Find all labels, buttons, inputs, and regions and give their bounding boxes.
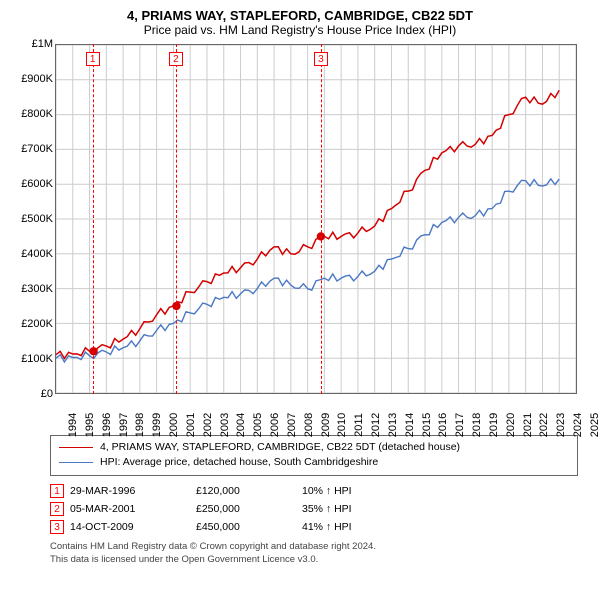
- x-axis-label: 1994: [67, 413, 79, 437]
- event-row: 3 14-OCT-2009 £450,000 41% ↑ HPI: [50, 520, 578, 534]
- x-axis-label: 1998: [135, 413, 147, 437]
- x-axis-label: 2013: [387, 413, 399, 437]
- y-axis-label: £0: [5, 388, 53, 400]
- y-axis-label: £800K: [5, 108, 53, 120]
- x-axis-label: 2023: [556, 413, 568, 437]
- x-axis-label: 2025: [589, 413, 600, 437]
- legend-label: 4, PRIAMS WAY, STAPLEFORD, CAMBRIDGE, CB…: [100, 440, 460, 455]
- x-axis-label: 2012: [370, 413, 382, 437]
- event-price: £450,000: [196, 521, 296, 533]
- event-number: 1: [50, 484, 64, 498]
- x-axis-label: 2009: [320, 413, 332, 437]
- y-axis-label: £100K: [5, 353, 53, 365]
- x-axis-label: 2022: [539, 413, 551, 437]
- title-address: 4, PRIAMS WAY, STAPLEFORD, CAMBRIDGE, CB…: [10, 8, 590, 23]
- event-number: 2: [50, 502, 64, 516]
- x-axis-label: 2008: [303, 413, 315, 437]
- legend-swatch: [59, 462, 93, 463]
- event-price: £120,000: [196, 485, 296, 497]
- legend-swatch: [59, 447, 93, 448]
- x-axis-label: 2020: [505, 413, 517, 437]
- x-axis-label: 2006: [269, 413, 281, 437]
- attribution: Contains HM Land Registry data © Crown c…: [50, 540, 578, 566]
- event-date: 14-OCT-2009: [70, 521, 190, 533]
- event-marker-line: [176, 44, 177, 394]
- event-delta: 35% ↑ HPI: [302, 503, 352, 515]
- y-axis-label: £300K: [5, 283, 53, 295]
- x-axis-label: 2014: [404, 413, 416, 437]
- event-delta: 41% ↑ HPI: [302, 521, 352, 533]
- x-axis-label: 2005: [252, 413, 264, 437]
- footer-line1: Contains HM Land Registry data © Crown c…: [50, 540, 578, 553]
- x-axis-label: 2003: [219, 413, 231, 437]
- event-marker-number: 1: [86, 52, 100, 66]
- plot-svg: [56, 45, 576, 393]
- event-marker-number: 3: [314, 52, 328, 66]
- x-axis-label: 2016: [438, 413, 450, 437]
- event-marker-line: [321, 44, 322, 394]
- y-axis-label: £900K: [5, 73, 53, 85]
- x-axis-label: 2002: [202, 413, 214, 437]
- x-axis-label: 2011: [353, 413, 365, 437]
- event-date: 29-MAR-1996: [70, 485, 190, 497]
- x-axis-label: 2007: [286, 413, 298, 437]
- x-axis-label: 2017: [455, 413, 467, 437]
- x-axis-label: 1996: [101, 413, 113, 437]
- event-delta: 10% ↑ HPI: [302, 485, 352, 497]
- event-row: 2 05-MAR-2001 £250,000 35% ↑ HPI: [50, 502, 578, 516]
- footer-line2: This data is licensed under the Open Gov…: [50, 553, 578, 566]
- y-axis-label: £500K: [5, 213, 53, 225]
- event-price: £250,000: [196, 503, 296, 515]
- chart-title: 4, PRIAMS WAY, STAPLEFORD, CAMBRIDGE, CB…: [0, 0, 600, 39]
- x-axis-label: 2004: [236, 413, 248, 437]
- x-axis-label: 2024: [572, 413, 584, 437]
- x-axis-label: 2019: [488, 413, 500, 437]
- legend: 4, PRIAMS WAY, STAPLEFORD, CAMBRIDGE, CB…: [50, 435, 578, 476]
- legend-item: 4, PRIAMS WAY, STAPLEFORD, CAMBRIDGE, CB…: [59, 440, 569, 455]
- x-axis-label: 1997: [118, 413, 130, 437]
- y-axis-label: £1M: [5, 38, 53, 50]
- y-axis-label: £700K: [5, 143, 53, 155]
- legend-label: HPI: Average price, detached house, Sout…: [100, 455, 378, 470]
- event-row: 1 29-MAR-1996 £120,000 10% ↑ HPI: [50, 484, 578, 498]
- chart: £0 £100K £200K £300K £400K £500K £600K £700K £80…: [5, 39, 582, 429]
- y-axis-label: £400K: [5, 248, 53, 260]
- x-axis-label: 1995: [84, 413, 96, 437]
- x-axis-label: 2010: [337, 413, 349, 437]
- event-number: 3: [50, 520, 64, 534]
- x-axis-label: 2001: [185, 413, 197, 437]
- y-axis-label: £200K: [5, 318, 53, 330]
- legend-item: HPI: Average price, detached house, Sout…: [59, 455, 569, 470]
- x-axis-label: 2015: [421, 413, 433, 437]
- event-marker-number: 2: [169, 52, 183, 66]
- x-axis-label: 1999: [151, 413, 163, 437]
- x-axis-label: 2000: [168, 413, 180, 437]
- title-subtitle: Price paid vs. HM Land Registry's House …: [10, 23, 590, 37]
- event-marker-line: [93, 44, 94, 394]
- event-date: 05-MAR-2001: [70, 503, 190, 515]
- event-table: 1 29-MAR-1996 £120,000 10% ↑ HPI 2 05-MAR-200…: [50, 484, 578, 534]
- x-axis-label: 2021: [522, 413, 534, 437]
- plot-area: [55, 44, 577, 394]
- y-axis-label: £600K: [5, 178, 53, 190]
- x-axis-label: 2018: [471, 413, 483, 437]
